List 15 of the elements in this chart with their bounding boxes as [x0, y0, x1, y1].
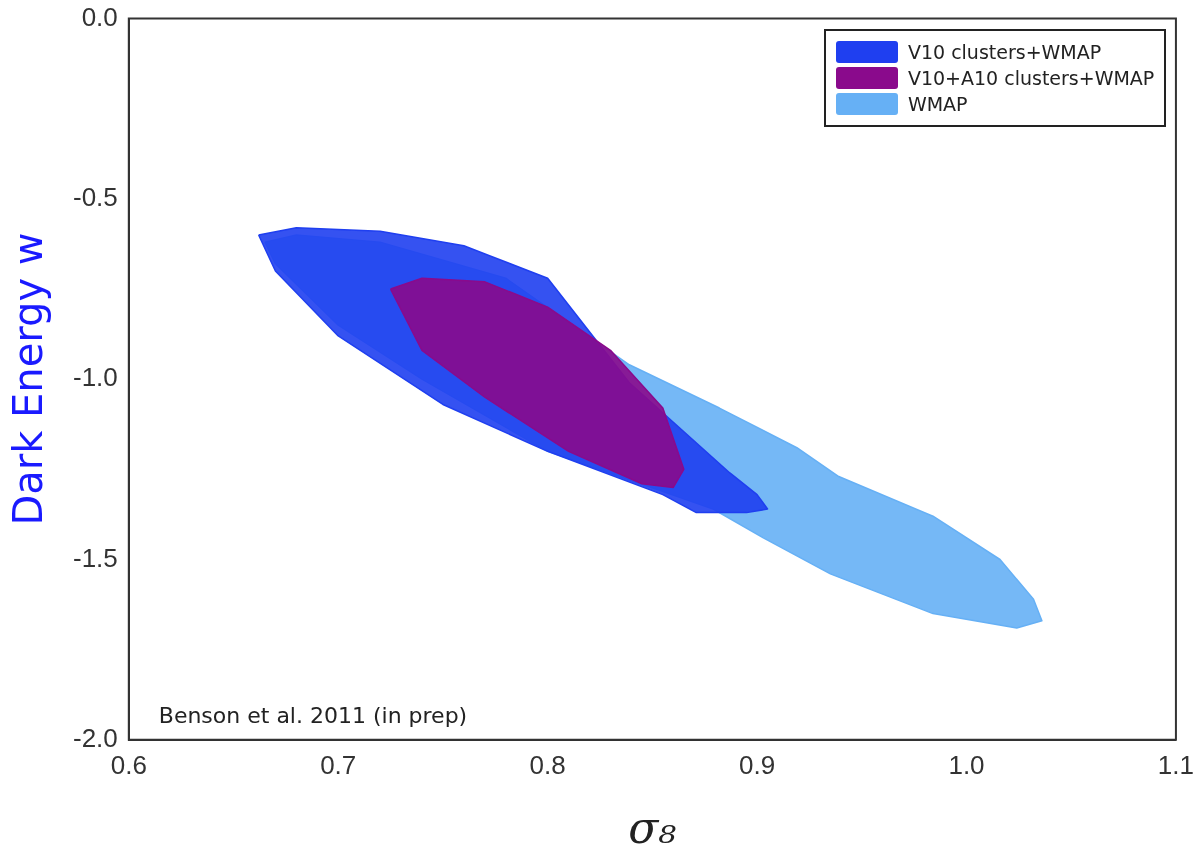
- y-axis-title: Dark Energy w: [4, 232, 51, 526]
- legend-label: WMAP: [907, 92, 968, 115]
- y-tick-label: 0.0: [81, 1, 118, 32]
- x-tick-label: 0.7: [320, 749, 357, 780]
- annotation: Benson et al. 2011 (in prep): [158, 702, 468, 728]
- x-tick-label: 0.8: [529, 749, 566, 780]
- x-tick-label: 1.1: [1157, 749, 1195, 780]
- x-axis-title: σ₈: [628, 802, 677, 853]
- legend-label: V10 clusters+WMAP: [907, 40, 1102, 63]
- legend-label: V10+A10 clusters+WMAP: [907, 66, 1155, 89]
- x-tick-label: 1.0: [948, 749, 985, 780]
- y-tick-label: -1.0: [72, 362, 118, 393]
- y-tick-label: -1.5: [72, 542, 118, 573]
- x-tick-label: 0.9: [739, 749, 776, 780]
- y-tick-label: -0.5: [72, 182, 118, 213]
